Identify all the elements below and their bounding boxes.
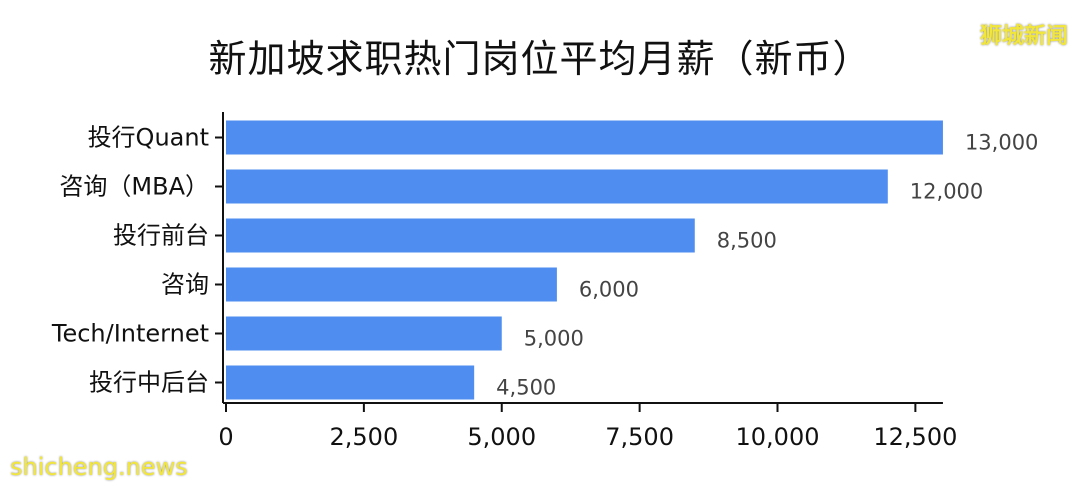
value-label: 12,000 — [910, 180, 983, 204]
category-label: Tech/Internet — [51, 320, 209, 348]
bar — [226, 267, 557, 302]
x-tick-label: 12,500 — [873, 423, 957, 451]
x-tick-label: 2,500 — [330, 423, 399, 451]
x-tick-label: 7,500 — [605, 423, 674, 451]
category-label: 投行前台 — [113, 222, 209, 250]
category-label: 投行Quant — [88, 124, 209, 152]
value-label: 8,500 — [717, 229, 777, 253]
chart-title: 新加坡求职热门岗位平均月薪（新币） — [208, 37, 872, 81]
category-label: 咨询 — [161, 271, 209, 299]
category-label: 投行中后台 — [89, 369, 209, 397]
bar — [226, 218, 695, 253]
x-tick-label: 10,000 — [736, 423, 820, 451]
watermark-top-right: 狮城新闻 — [979, 24, 1068, 49]
value-label: 5,000 — [524, 327, 584, 351]
x-tick-label: 5,000 — [467, 423, 536, 451]
bar — [226, 169, 888, 204]
bar — [226, 120, 943, 155]
value-label: 6,000 — [579, 278, 639, 302]
value-label: 13,000 — [965, 131, 1038, 155]
bar — [226, 365, 475, 400]
x-tick-label: 0 — [218, 423, 233, 451]
category-label: 咨询（MBA） — [59, 173, 209, 201]
watermark-bottom-left: shicheng.news — [10, 453, 188, 481]
value-label: 4,500 — [496, 376, 556, 400]
bar — [226, 316, 502, 351]
